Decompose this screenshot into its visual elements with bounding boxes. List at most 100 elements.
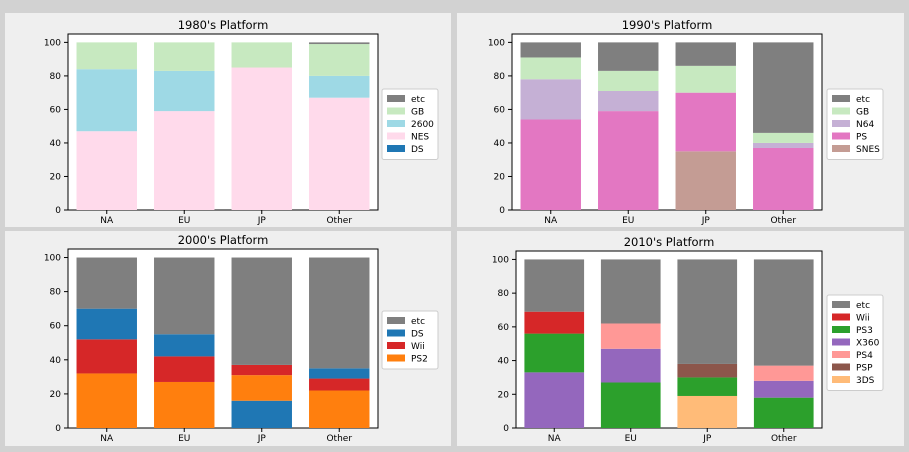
legend-swatch — [832, 313, 850, 321]
bar-segment-gb — [309, 44, 370, 76]
legend-label: etc — [411, 317, 425, 327]
y-tick-label: 100 — [488, 38, 505, 48]
bar-segment-ps2 — [231, 375, 292, 401]
legend-label: 2600 — [411, 120, 434, 130]
y-tick-label: 0 — [55, 206, 61, 216]
legend-swatch — [387, 120, 405, 127]
legend-label: PS3 — [856, 326, 873, 336]
legend-label: PS — [856, 133, 867, 143]
y-tick-label: 20 — [494, 172, 506, 182]
bar-segment-ds — [76, 308, 137, 340]
bar-segment-etc — [753, 259, 814, 366]
chart-title: 1980's Platform — [178, 18, 269, 32]
legend-swatch — [387, 342, 405, 349]
bar-segment-gb — [753, 132, 814, 143]
bar-segment-ds — [154, 334, 215, 357]
legend-swatch — [832, 120, 850, 127]
bar-segment-ps2 — [154, 381, 215, 428]
bar-segment-ps — [520, 119, 581, 210]
y-tick-label: 80 — [50, 72, 62, 82]
bar-segment-nes — [154, 111, 215, 210]
y-tick-label: 0 — [55, 424, 61, 434]
y-tick-label: 40 — [50, 139, 62, 149]
x-tick-label: NA — [544, 216, 558, 226]
legend-swatch — [832, 376, 850, 383]
bar-segment-ps3 — [677, 377, 738, 396]
bar-segment-gb — [76, 42, 137, 70]
chart-title: 1990's Platform — [622, 18, 713, 32]
x-tick-label: Other — [771, 434, 797, 444]
bar-segment-ps — [675, 92, 736, 152]
bar-segment-etc — [753, 42, 814, 133]
bar-segment-x360 — [600, 348, 661, 383]
bar-segment-2600 — [154, 70, 215, 112]
bar-segment-snes — [675, 151, 736, 210]
bar-segment-ds — [309, 368, 370, 379]
bar-segment-ds — [231, 400, 292, 428]
legend-box — [381, 88, 439, 160]
bar-segment-psp — [677, 363, 738, 378]
legend-label: GB — [856, 108, 869, 118]
bar-segment-2600 — [309, 75, 370, 98]
bar-segment-ps4 — [600, 323, 661, 349]
bar-segment-nes — [76, 131, 137, 210]
x-tick-label: NA — [100, 216, 114, 226]
x-tick-label: JP — [701, 216, 711, 226]
legend-label: Wii — [856, 314, 870, 324]
y-tick-label: 100 — [44, 254, 61, 264]
y-tick-label: 20 — [50, 172, 62, 182]
legend-box — [826, 88, 884, 160]
bar-segment-wii — [309, 378, 370, 391]
bar-segment-etc — [309, 42, 370, 45]
bar-segment-ps3 — [753, 397, 814, 428]
legend: etc DS Wii PS2 — [381, 310, 439, 370]
bar-segment-gb — [598, 70, 659, 91]
legend-swatch — [387, 329, 405, 337]
bar-segment-n64 — [753, 142, 814, 148]
legend-label: PS2 — [411, 355, 428, 365]
bar-segment-ps3 — [600, 382, 661, 428]
bar-segment-wii — [524, 311, 585, 334]
bar-segment-ps4 — [753, 365, 814, 381]
bar-segment-2600 — [76, 69, 137, 132]
bar-segment-etc — [598, 42, 659, 71]
legend-label: GB — [411, 108, 424, 118]
legend-swatch — [832, 363, 850, 371]
x-tick-label: Other — [326, 216, 352, 226]
legend-swatch — [832, 95, 850, 102]
bar-segment-n64 — [520, 79, 581, 120]
legend-swatch — [832, 132, 850, 140]
legend-label: NES — [411, 133, 429, 143]
bar-segment-nes — [309, 97, 370, 210]
x-tick-label: EU — [622, 216, 634, 226]
y-tick-label: 40 — [50, 356, 62, 366]
x-tick-label: EU — [178, 216, 190, 226]
x-tick-label: JP — [257, 434, 267, 444]
y-tick-label: 60 — [50, 322, 62, 332]
legend-swatch — [832, 301, 850, 308]
bar-segment-etc — [677, 259, 738, 364]
y-tick-label: 100 — [492, 255, 509, 265]
bar-segment-etc — [231, 257, 292, 365]
chart-panel: 0 20 40 60 80 100 NA EU JP Other 2000's Platform et… — [5, 231, 451, 446]
x-tick-label: Other — [770, 216, 796, 226]
legend-swatch — [832, 107, 850, 115]
legend-swatch — [387, 145, 405, 152]
bar-segment-ps2 — [76, 373, 137, 428]
bar-segment-ps — [753, 147, 814, 210]
chart-title: 2000's Platform — [178, 233, 269, 247]
y-tick-label: 40 — [498, 357, 510, 367]
x-tick-label: NA — [100, 434, 114, 444]
legend-swatch — [387, 95, 405, 102]
x-tick-label: Other — [326, 434, 352, 444]
bar-segment-gb — [231, 42, 292, 68]
bar-segment-gb — [675, 65, 736, 93]
x-tick-label: JP — [257, 216, 267, 226]
bar-segment-etc — [520, 42, 581, 58]
y-tick-label: 60 — [498, 323, 510, 333]
bar-segment-x360 — [753, 380, 814, 398]
bar-segment-etc — [76, 257, 137, 309]
bar-segment-etc — [600, 259, 661, 324]
chart-panel: 0 20 40 60 80 100 NA EU JP Other 1990's Platform et… — [457, 13, 904, 227]
